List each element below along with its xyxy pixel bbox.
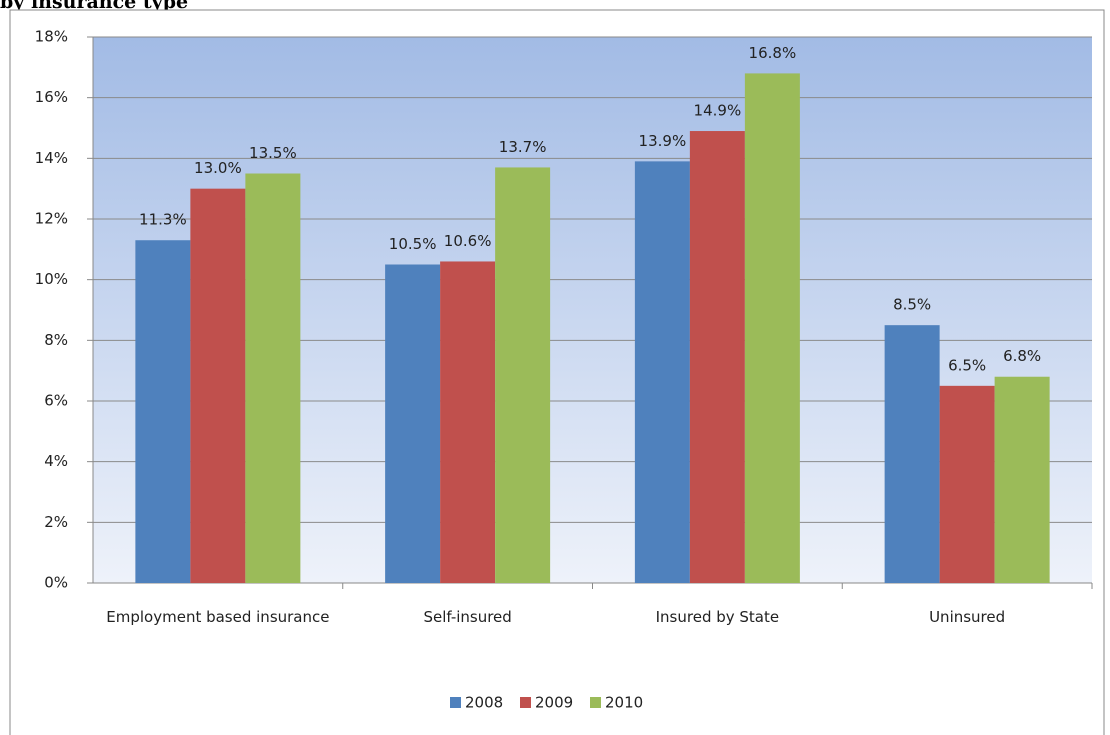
data-label: 11.3% [139,211,187,229]
y-tick-label: 6% [44,392,68,410]
bar [634,161,690,583]
bar [744,73,800,584]
data-label: 13.7% [499,138,547,156]
y-tick-label: 12% [35,210,68,228]
x-tick-label: Employment based insurance [106,608,330,626]
bar [994,376,1050,583]
bar [884,325,940,583]
data-label: 13.5% [249,144,297,162]
y-tick-label: 14% [35,149,68,167]
bar [190,188,246,583]
y-tick-label: 18% [35,28,68,46]
y-tick-label: 8% [44,331,68,349]
data-label: 8.5% [893,296,931,314]
data-label: 6.8% [1003,347,1041,365]
data-label: 10.6% [444,232,492,250]
legend-swatch [450,697,461,708]
data-label: 6.5% [948,356,986,374]
bar [495,167,551,583]
data-label: 13.9% [639,132,687,150]
bar [385,264,441,583]
x-tick-label: Uninsured [929,608,1006,626]
y-tick-label: 4% [44,452,68,470]
y-tick-label: 16% [35,88,68,106]
legend-swatch [520,697,531,708]
data-label: 13.0% [194,159,242,177]
bar [440,261,496,583]
bar [245,173,301,583]
y-tick-label: 2% [44,513,68,531]
data-label: 10.5% [389,235,437,253]
bar [135,240,191,583]
data-label: 14.9% [694,102,742,120]
bar [689,131,745,584]
legend-label: 2010 [605,694,643,712]
legend-label: 2008 [465,694,503,712]
legend-label: 2009 [535,694,573,712]
legend-swatch [590,697,601,708]
x-tick-label: Insured by State [655,608,780,626]
y-tick-label: 10% [35,270,68,288]
data-label: 16.8% [749,44,797,62]
bar [939,385,995,583]
x-tick-label: Self-insured [423,608,512,626]
y-tick-label: 0% [44,574,68,592]
